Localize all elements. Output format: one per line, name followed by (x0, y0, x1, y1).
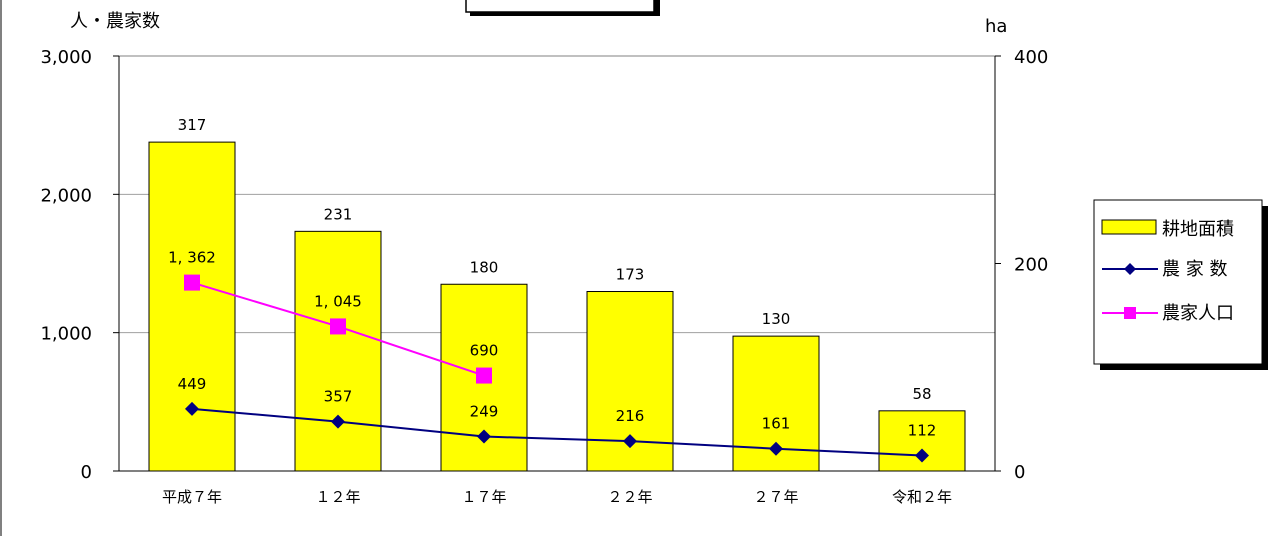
bar-area (148, 141, 236, 472)
line-point (769, 441, 783, 456)
line-point (477, 429, 491, 444)
legend-label-area: 耕地面積 (1162, 219, 1234, 240)
line-point (476, 367, 492, 384)
line-value-label: 690 (470, 342, 499, 360)
x-tick-label: ２２年 (607, 488, 652, 506)
bar-value-label: 231 (324, 205, 353, 223)
x-tick-label: 平成７年 (162, 488, 222, 506)
x-tick-label: １２年 (315, 488, 360, 506)
line-point (331, 414, 345, 429)
data-labels-layer: 317 231 180 173 130 58 449 357 249 216 161 112 1, 36… (168, 116, 936, 439)
line-value-label: 357 (324, 388, 353, 406)
left-tick-label: 0 (81, 462, 92, 483)
left-tick-label: 2,000 (40, 185, 92, 206)
line-value-label: 112 (908, 422, 937, 440)
right-axis-unit: ha (985, 16, 1007, 37)
bar-value-label: 130 (762, 310, 791, 328)
line-value-label: 249 (470, 403, 499, 421)
bar-value-label: 180 (470, 258, 499, 276)
legend-swatch-area (1101, 219, 1157, 235)
line-point (915, 448, 929, 463)
legend: 耕地面積 農 家 数 農家人口 (1093, 199, 1268, 370)
line-point (330, 318, 346, 335)
bars-layer (148, 141, 966, 472)
right-tick-label: 200 (1014, 255, 1048, 276)
line-point (184, 274, 200, 291)
right-tick-label: 400 (1014, 47, 1048, 68)
left-axis-unit: 人・農家数 (70, 11, 160, 32)
x-tick-label: １７年 (461, 488, 506, 506)
plot-area (118, 55, 996, 472)
line-value-label: 1, 045 (314, 292, 362, 310)
legend-marker-households (1124, 263, 1136, 275)
left-tick-label: 1,000 (40, 324, 92, 345)
line-point (185, 401, 199, 416)
gridlines (119, 193, 995, 334)
x-tick-label: 令和２年 (892, 488, 952, 506)
bar-value-label: 317 (178, 116, 207, 134)
legend-label-households: 農 家 数 (1162, 259, 1227, 280)
right-tick-label: 0 (1014, 462, 1025, 483)
line-value-label: 161 (762, 415, 791, 433)
line-value-label: 216 (616, 407, 645, 425)
title-box (465, 0, 655, 13)
line-value-label: 449 (178, 375, 207, 393)
lines-layer (184, 274, 929, 463)
x-axis-ticks: 平成７年 １２年 １７年 ２２年 ２７年 令和２年 (162, 488, 952, 506)
bar-value-label: 58 (912, 385, 931, 403)
legend-label-population: 農家人口 (1162, 303, 1234, 324)
right-axis-ticks: 0 200 400 (995, 47, 1048, 483)
bar-value-label: 173 (616, 266, 645, 284)
left-tick-label: 3,000 (40, 47, 92, 68)
legend-marker-population (1124, 307, 1136, 319)
left-axis-ticks: 0 1,000 2,000 3,000 (40, 47, 119, 483)
bar-area (294, 230, 382, 472)
series-line (191, 407, 923, 457)
x-tick-label: ２７年 (753, 488, 798, 506)
line-point (623, 434, 637, 449)
line-value-label: 1, 362 (168, 249, 216, 267)
